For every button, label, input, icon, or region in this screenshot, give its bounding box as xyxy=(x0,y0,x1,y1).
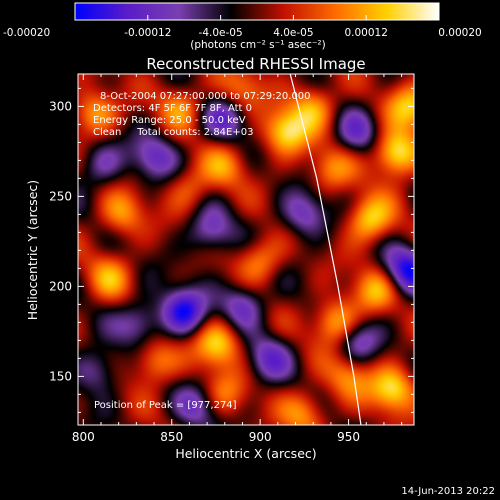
colorbar-tick-label: -4.0e-05 xyxy=(199,27,243,39)
annotation-detectors: Detectors: 4F 5F 6F 7F 8F, Att 0 xyxy=(93,103,252,114)
y-tick-label: 200 xyxy=(49,279,72,293)
y-tick-label: 150 xyxy=(49,369,72,383)
axis-ticks: 800 850 900 950 150 200 250 300 xyxy=(49,74,414,444)
heatmap-image xyxy=(78,74,414,425)
annotation-energy-range: Energy Range: 25.0 - 50.0 keV xyxy=(93,115,246,126)
plot-frame xyxy=(77,73,415,426)
annotation-clean-counts: Clean Total counts: 2.84E+03 xyxy=(93,127,253,138)
colorbar-tick-label: 0.00012 xyxy=(344,27,387,39)
y-tick-label: 250 xyxy=(49,189,72,203)
annotation-time-range: 8-Oct-2004 07:27:00.000 to 07:29:20.000 xyxy=(100,91,311,102)
solar-limb-curve xyxy=(289,73,362,426)
colorbar-ticks: -0.00020 -0.00012 -4.0e-05 4.0e-05 0.00012 0.… xyxy=(3,15,482,39)
colorbar-tick-label: 0.00020 xyxy=(438,27,481,39)
colorbar-gradient xyxy=(75,3,439,20)
footer-timestamp: 14-Jun-2013 20:22 xyxy=(401,486,495,497)
info-annotations: 8-Oct-2004 07:27:00.000 to 07:29:20.000 … xyxy=(93,91,311,138)
x-axis-label: Heliocentric X (arcsec) xyxy=(175,446,316,461)
x-tick-label: 950 xyxy=(337,430,360,444)
colorbar-tick-label: 4.0e-05 xyxy=(273,27,313,39)
colorbar-frame xyxy=(74,2,440,21)
y-tick-label: 300 xyxy=(49,99,72,113)
colorbar-tick-label: -0.00012 xyxy=(124,27,171,39)
x-tick-label: 850 xyxy=(160,430,183,444)
colorbar-unit-label: (photons cm⁻² s⁻¹ asec⁻²) xyxy=(190,39,325,51)
colorbar-tick-label: -0.00020 xyxy=(3,27,50,39)
x-tick-label: 800 xyxy=(72,430,95,444)
chart-title: Reconstructed RHESSI Image xyxy=(146,55,365,73)
y-axis-label: Heliocentric Y (arcsec) xyxy=(25,180,40,320)
plot-area: 800 850 900 950 150 200 250 300 8-Oct-2004 07:2… xyxy=(49,73,415,444)
colorbar: -0.00020 -0.00012 -4.0e-05 4.0e-05 0.00012 0.… xyxy=(3,2,482,51)
x-tick-label: 900 xyxy=(249,430,272,444)
peak-position-label: Position of Peak = [977,274] xyxy=(94,400,237,411)
